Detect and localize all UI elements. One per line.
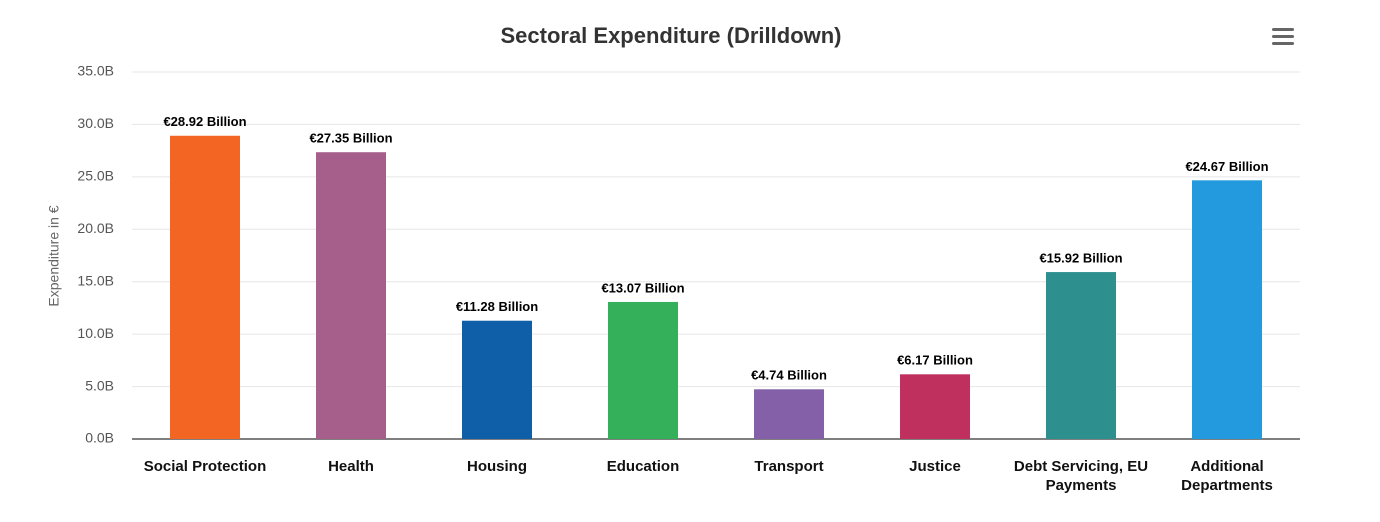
menu-bar[interactable] [1272, 35, 1294, 38]
data-label: €27.35 Billion [309, 131, 392, 146]
data-label: €24.67 Billion [1185, 159, 1268, 174]
data-label: €28.92 Billion [163, 114, 246, 129]
x-tick-label: Additional Departments [1181, 458, 1273, 494]
y-tick-label: 30.0B [77, 115, 114, 131]
y-tick-label: 0.0B [85, 430, 114, 446]
menu-bar[interactable] [1272, 42, 1294, 45]
x-tick-label: Housing [467, 458, 527, 475]
y-tick-label: 10.0B [77, 325, 114, 341]
x-tick-label: Education [606, 458, 680, 475]
data-label: €4.74 Billion [751, 368, 827, 383]
data-label: €15.92 Billion [1039, 251, 1122, 266]
bar [316, 152, 386, 440]
bar [462, 320, 532, 439]
bar [900, 374, 970, 439]
data-label: €11.28 Billion [456, 299, 538, 314]
y-tick-label: 15.0B [77, 272, 114, 288]
chart-title: Sectoral Expenditure (Drilldown) [500, 23, 841, 48]
menu-bar[interactable] [1272, 28, 1294, 31]
x-tick-label: Social Protection [143, 458, 267, 475]
bar [608, 301, 678, 439]
y-tick-label: 20.0B [77, 220, 114, 236]
menu-button[interactable] [1272, 28, 1294, 45]
bar [1192, 180, 1262, 439]
bar [1046, 272, 1116, 439]
bar [170, 135, 240, 439]
y-axis-title: Expenditure in € [46, 205, 62, 306]
data-label: €13.07 Billion [601, 280, 684, 295]
x-tick-label: Debt Servicing, EU Payments [1013, 458, 1149, 494]
bar [754, 389, 824, 439]
x-tick-label: Transport [754, 458, 824, 475]
x-tick-label: Health [328, 458, 374, 475]
x-tick-label: Justice [909, 458, 961, 475]
y-tick-label: 5.0B [85, 377, 114, 393]
y-tick-label: 25.0B [77, 168, 114, 184]
data-label: €6.17 Billion [897, 353, 973, 368]
y-tick-label: 35.0B [77, 63, 114, 79]
